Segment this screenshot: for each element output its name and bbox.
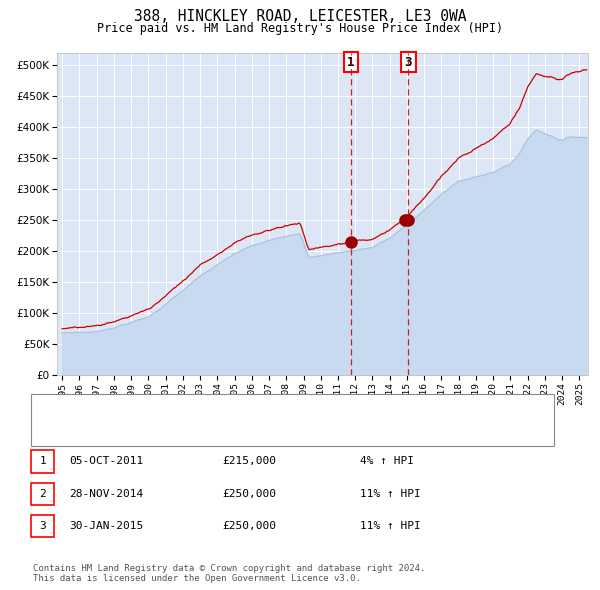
Text: HPI: Average price, detached house, Leicester: HPI: Average price, detached house, Leic…	[78, 427, 359, 437]
Text: 1: 1	[347, 56, 355, 69]
Text: £215,000: £215,000	[222, 457, 276, 466]
Text: 388, HINCKLEY ROAD, LEICESTER, LE3 0WA: 388, HINCKLEY ROAD, LEICESTER, LE3 0WA	[134, 9, 466, 24]
Text: 28-NOV-2014: 28-NOV-2014	[69, 489, 143, 499]
Text: £250,000: £250,000	[222, 489, 276, 499]
Text: ———: ———	[44, 425, 68, 438]
Text: 3: 3	[404, 56, 412, 69]
Text: Contains HM Land Registry data © Crown copyright and database right 2024.
This d: Contains HM Land Registry data © Crown c…	[33, 563, 425, 583]
Text: 30-JAN-2015: 30-JAN-2015	[69, 522, 143, 531]
Text: 388, HINCKLEY ROAD, LEICESTER, LE3 0WA (detached house): 388, HINCKLEY ROAD, LEICESTER, LE3 0WA (…	[78, 405, 422, 415]
Text: 11% ↑ HPI: 11% ↑ HPI	[360, 522, 421, 531]
Text: 4% ↑ HPI: 4% ↑ HPI	[360, 457, 414, 466]
Text: 05-OCT-2011: 05-OCT-2011	[69, 457, 143, 466]
Text: Price paid vs. HM Land Registry's House Price Index (HPI): Price paid vs. HM Land Registry's House …	[97, 22, 503, 35]
Text: £250,000: £250,000	[222, 522, 276, 531]
Text: 11% ↑ HPI: 11% ↑ HPI	[360, 489, 421, 499]
Text: 1: 1	[39, 457, 46, 466]
Text: ———: ———	[44, 403, 68, 416]
Text: 2: 2	[39, 489, 46, 499]
Text: 3: 3	[39, 522, 46, 531]
